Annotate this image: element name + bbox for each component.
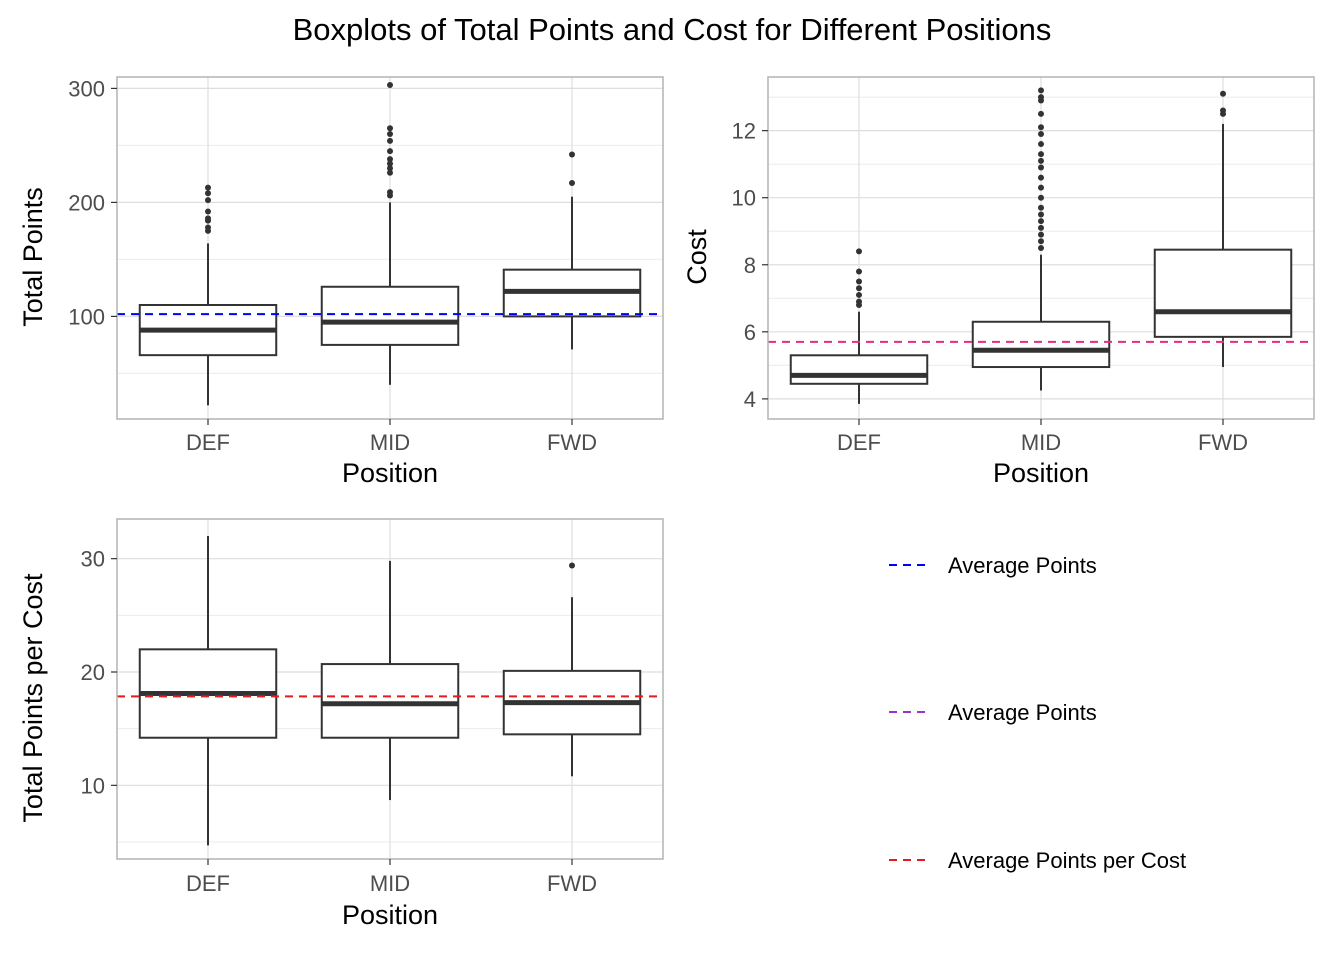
outlier-point [1038,218,1044,225]
x-tick-label: DEF [186,871,230,896]
x-tick-label: DEF [837,430,881,455]
outlier-point [1038,124,1044,131]
y-axis-title: Cost [682,229,712,285]
outlier-point [569,151,575,158]
outlier-point [1038,245,1044,251]
y-tick-label: 20 [81,660,105,685]
outlier-point [387,137,393,144]
y-tick-label: 100 [68,304,105,329]
box-body [320,285,460,346]
x-tick-label: DEF [186,430,230,455]
box-body [1153,248,1293,338]
outlier-point [569,562,575,569]
x-axis-title: Position [342,900,438,930]
y-axis-title: Total Points per Cost [18,573,48,823]
outlier-point [856,298,862,305]
outlier-point [387,169,393,176]
box-mid [971,87,1111,391]
outlier-point [856,268,862,275]
y-tick-label: 12 [732,119,756,144]
outlier-point [205,208,211,215]
x-tick-label: MID [370,871,410,896]
x-tick-label: FWD [1198,430,1248,455]
outlier-point [1038,151,1044,158]
outlier-point [1038,204,1044,211]
x-tick-label: MID [370,430,410,455]
outlier-point [205,190,211,197]
box-def [138,536,278,846]
x-tick-label: FWD [547,430,597,455]
legend: Average Points Average Points Average Poin… [889,553,1186,873]
outlier-point [1038,157,1044,164]
box-def [789,248,929,404]
outlier-point [205,215,211,222]
x-axis-title: Position [993,458,1089,488]
y-tick-label: 200 [68,190,105,215]
outlier-point [387,81,393,88]
outlier-point [387,160,393,167]
x-tick-label: MID [1021,430,1061,455]
box-mid [320,81,460,385]
panel-1: 100 200 300 DEF MID FWD Position Total Points [18,76,664,488]
panel-3: 10 20 30 DEF MID FWD Position Total Points per … [18,518,664,930]
outlier-point [1038,184,1044,191]
outlier-point [387,131,393,137]
legend-label: Average Points [948,553,1097,578]
panel-2: 4 6 8 10 12 DEF MID FWD Position Cost [682,76,1315,488]
figure-title: Boxplots of Total Points and Cost for Di… [293,12,1052,47]
box-body [789,354,929,385]
outlier-point [387,189,393,196]
box-fwd [502,562,642,777]
outlier-point [856,278,862,285]
outlier-point [1038,164,1044,171]
outlier-point [1038,110,1044,117]
outlier-point [1038,211,1044,218]
outlier-point [1038,224,1044,231]
box-fwd [502,151,642,350]
y-tick-label: 10 [81,773,105,798]
x-tick-label: FWD [547,871,597,896]
x-axis-title: Position [342,458,438,488]
box-body [971,320,1111,369]
outlier-point [387,148,393,155]
outlier-point [1038,174,1044,181]
outlier-point [387,156,393,163]
outlier-point [205,224,211,231]
y-tick-label: 30 [81,547,105,572]
outlier-point [856,285,862,292]
box-mid [320,560,460,801]
outlier-point [1038,94,1044,101]
box-body [320,663,460,739]
outlier-point [387,165,393,172]
outlier-point [1038,231,1044,238]
legend-entry: Average Points per Cost [889,848,1186,873]
outlier-point [1220,107,1226,114]
outlier-point [1038,141,1044,148]
legend-entry: Average Points [889,553,1097,578]
outlier-point [856,291,862,298]
outlier-point [1038,131,1044,137]
outlier-point [205,197,211,204]
outlier-point [387,125,393,132]
outlier-point [1220,90,1226,97]
y-tick-label: 6 [744,320,756,345]
y-axis-title: Total Points [18,187,48,327]
legend-label: Average Points per Cost [948,848,1186,873]
legend-entry: Average Points [889,700,1097,725]
box-def [138,184,278,406]
outlier-point [1038,194,1044,201]
y-tick-label: 10 [732,186,756,211]
outlier-point [1038,87,1044,94]
outlier-point [856,248,862,255]
y-tick-label: 300 [68,76,105,101]
legend-label: Average Points [948,700,1097,725]
outlier-point [1038,238,1044,245]
y-tick-label: 4 [744,387,756,412]
outlier-point [569,180,575,187]
outlier-point [205,184,211,191]
box-fwd [1153,90,1293,368]
y-tick-label: 8 [744,253,756,278]
